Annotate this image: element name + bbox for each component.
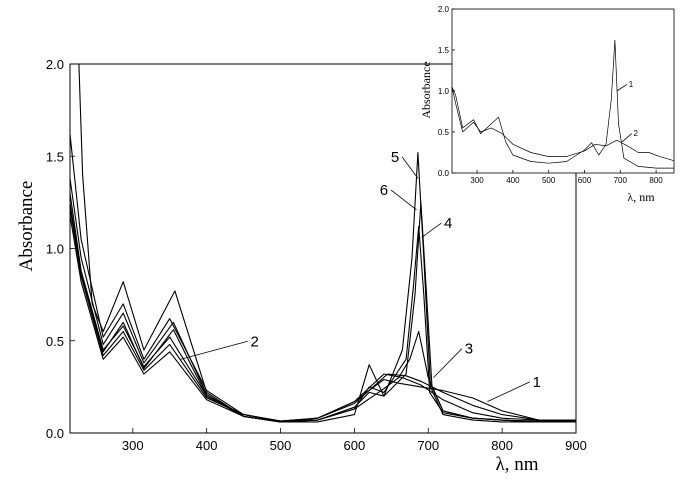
- inset-y-tick-label: 0.0: [438, 169, 450, 178]
- main-axis-ticks: 300 400 500 600 700 800 900 0.0 0.5 1.0 1.5 2.0: [46, 57, 587, 453]
- main-y-axis-title: Absorbance: [16, 181, 37, 272]
- main-x-tick-label: 300: [122, 438, 144, 453]
- main-y-tick-label: 1.5: [46, 149, 64, 164]
- inset-x-tick-label: 400: [506, 176, 520, 185]
- main-series-line: [69, 201, 576, 423]
- main-series-line: [69, 193, 576, 422]
- main-x-tick-label: 700: [417, 438, 439, 453]
- inset-annotation-leader: [621, 133, 632, 143]
- inset-y-axis-title: Absorbance: [419, 61, 433, 118]
- main-annotation-leader: [401, 156, 419, 179]
- inset-axis-ticks: 300 400 500 600 700 800 0.0 0.5 1.0 1.5 2.0: [438, 5, 663, 185]
- inset-y-tick-label: 1.0: [438, 87, 450, 96]
- inset-x-tick-label: 600: [578, 176, 592, 185]
- inset-curve-label: 1: [629, 80, 634, 89]
- main-y-tick-label: 2.0: [46, 57, 64, 72]
- main-x-axis-title: λ, nm: [496, 454, 539, 475]
- inset-plot-frame: [451, 8, 675, 174]
- main-chart: 300 400 500 600 700 800 900 0.0 0.5 1.0 1.5 2.0 56 4…: [16, 57, 587, 475]
- main-annotation-leader: [487, 381, 531, 402]
- main-series-line: [78, 63, 576, 423]
- main-curve-label: 1: [533, 374, 541, 391]
- inset-x-tick-label: 700: [614, 176, 628, 185]
- main-series-line: [69, 178, 576, 423]
- main-x-tick-label: 900: [565, 438, 587, 453]
- main-annotation-leader: [180, 340, 248, 360]
- main-annotations: 56 4 2 3 1: [180, 149, 541, 402]
- main-y-tick-label: 0.5: [46, 334, 64, 349]
- main-curve-label: 6: [380, 182, 388, 199]
- inset-x-tick-label: 300: [470, 176, 484, 185]
- main-x-tick-label: 400: [196, 438, 218, 453]
- inset-x-tick-label: 500: [542, 176, 556, 185]
- main-y-tick-label: 0.0: [46, 426, 64, 441]
- inset-annotation-leader: [616, 84, 628, 92]
- inset-y-tick-label: 2.0: [438, 5, 450, 14]
- main-curve-label: 5: [391, 149, 399, 166]
- main-annotation-leader: [421, 222, 442, 238]
- inset-y-tick-label: 1.5: [438, 46, 450, 55]
- main-annotation-leader: [433, 348, 463, 378]
- main-x-tick-label: 600: [344, 438, 366, 453]
- main-series-line: [69, 134, 576, 422]
- inset-series-group: [451, 39, 675, 169]
- inset-y-tick-label: 0.5: [438, 128, 450, 137]
- main-x-tick-label: 500: [270, 438, 292, 453]
- main-series-group: [69, 63, 577, 423]
- main-series-line: [69, 207, 576, 422]
- inset-series-line: [451, 86, 675, 162]
- main-annotation-leader: [390, 189, 417, 211]
- inset-annotations: 12: [616, 80, 638, 143]
- main-curve-label: 3: [465, 341, 473, 358]
- main-curve-label: 4: [444, 215, 452, 232]
- inset-curve-label: 2: [633, 129, 638, 138]
- main-series-line: [69, 215, 577, 423]
- main-curve-label: 2: [250, 333, 258, 350]
- inset-x-tick-label: 800: [649, 176, 663, 185]
- main-x-tick-label: 800: [491, 438, 513, 453]
- inset-x-axis-title: λ, nm: [627, 190, 655, 204]
- main-y-tick-label: 1.0: [46, 242, 64, 257]
